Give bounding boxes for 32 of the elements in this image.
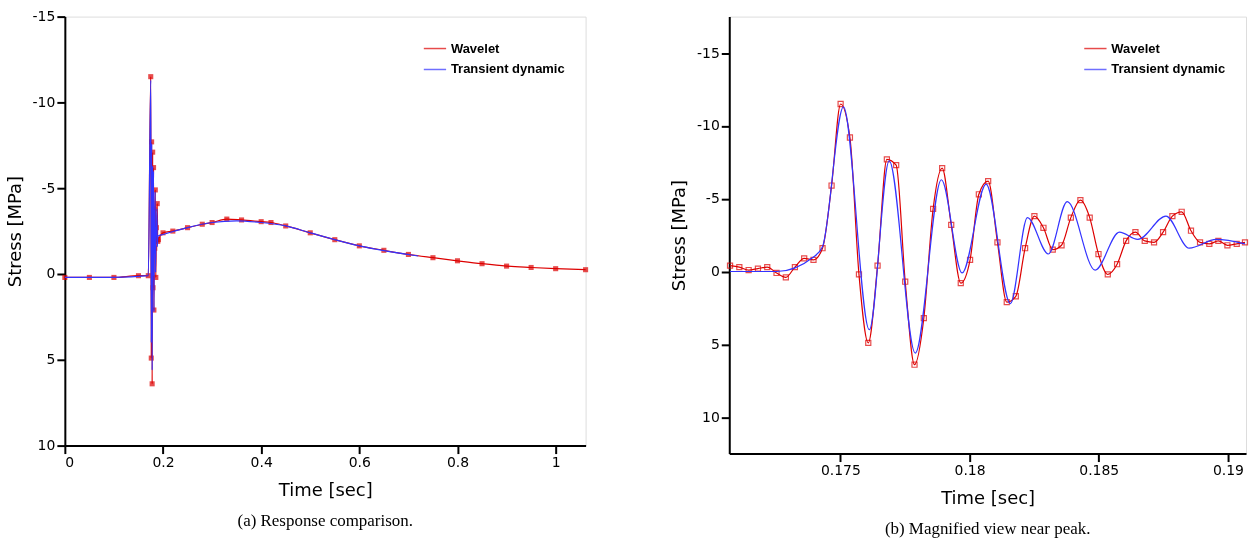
y-tick-label: 5 (46, 351, 56, 368)
text: (b) Magnified view near peak. (884, 519, 1091, 539)
x-tick-label: 0 (65, 454, 75, 471)
y-tick-label: 0 (46, 265, 56, 282)
y-tick-label: 0 (710, 262, 720, 279)
legend-label: Wavelet (1111, 40, 1161, 56)
legend-label: Wavelet (450, 40, 501, 56)
x-tick-label: 0.19 (1212, 462, 1244, 479)
y-tick-label: 5 (710, 335, 720, 352)
x-tick-label: 0.6 (348, 454, 371, 471)
legend-label: Transient dynamic (1111, 61, 1226, 77)
y-tick-label: -10 (696, 117, 720, 134)
y-tick-label: -15 (696, 44, 720, 61)
y-axis-title: Stress [MPa] (668, 179, 689, 292)
text: (a) Response comparison. (237, 511, 413, 531)
y-tick-label: -5 (41, 179, 56, 196)
x-tick-label: 0.175 (820, 462, 861, 479)
y-tick-label: -5 (705, 190, 720, 207)
y-tick-label: 10 (37, 437, 56, 454)
x-tick-label: 0.185 (1079, 462, 1120, 479)
y-tick-label: 10 (702, 408, 720, 425)
y-tick-label: -15 (32, 8, 56, 25)
y-tick-label: -10 (32, 93, 56, 110)
x-tick-label: 1 (551, 454, 561, 471)
x-tick-label: 0.18 (954, 462, 986, 479)
x-tick-label: 0.8 (446, 454, 470, 471)
x-axis-title: Time [sec] (277, 478, 373, 500)
x-tick-label: 0.4 (250, 454, 273, 471)
legend-label: Transient dynamic (450, 61, 565, 77)
x-tick-label: 0.2 (152, 454, 175, 471)
y-axis-title: Stress [MPa] (3, 175, 25, 288)
x-axis-title: Time [sec] (940, 486, 1036, 508)
